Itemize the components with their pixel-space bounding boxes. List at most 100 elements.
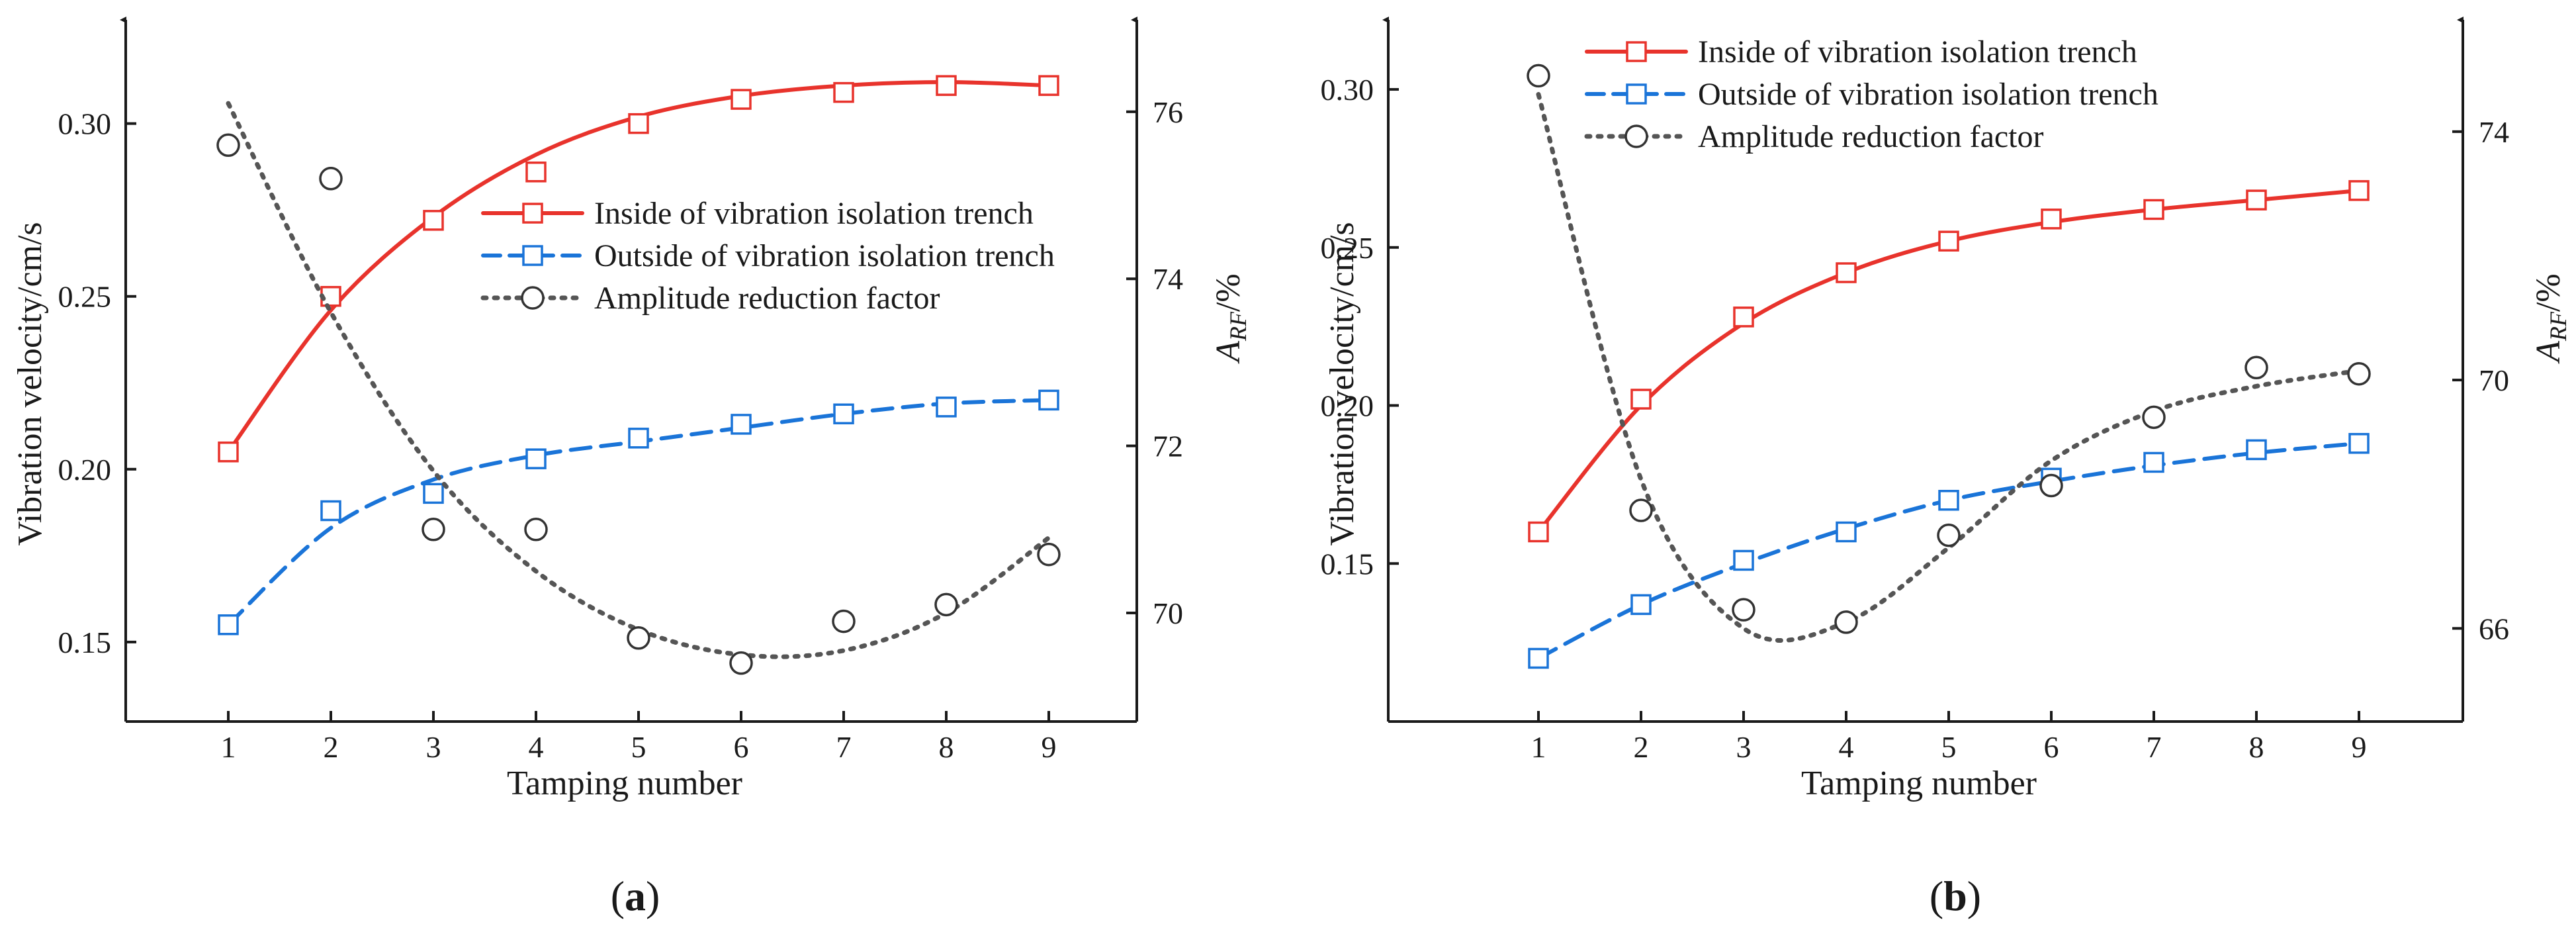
chart-panel-b: 1 2 3 4 5 6 7 8 9 0.15 0.20 0.25 0.30 66 70 74 Tamping n… [1321, 17, 2571, 919]
series-line-3 [1536, 92, 2362, 643]
x-tick-label: 3 [426, 730, 441, 764]
panel-label-letter: b [1943, 872, 1967, 919]
y2-axis-title-suffix: /% [1210, 273, 1247, 312]
y-tick-label: 0.20 [58, 453, 112, 487]
series-line-1 [1536, 188, 2361, 534]
data-point [1733, 306, 1754, 328]
data-point [1937, 523, 1961, 547]
legend-label-3: Amplitude reduction factor [594, 281, 940, 316]
x-tick-label: 4 [1839, 730, 1854, 764]
data-point [525, 162, 547, 183]
legend-label-2: Outside of vibration isolation trench [594, 238, 1055, 273]
data-point [2143, 199, 2164, 220]
x-tick-label: 5 [631, 730, 646, 764]
y2-tick-label: 70 [1153, 596, 1183, 630]
y2-axis-title-sub: RF [2545, 311, 2571, 342]
y-tick-label: 0.20 [1321, 389, 1374, 423]
data-point [2142, 405, 2166, 430]
data-point [1834, 610, 1858, 634]
data-point [423, 210, 444, 231]
x-tick-label: 2 [324, 730, 339, 764]
data-point [1732, 598, 1755, 622]
data-point [1938, 230, 1959, 252]
x-tick-label: 6 [734, 730, 749, 764]
data-point [1038, 389, 1059, 411]
data-point [2246, 439, 2267, 461]
x-tick-label: 2 [1634, 730, 1649, 764]
x-tick-label: 6 [2044, 730, 2059, 764]
y2-axis-title: ARF/% [1210, 273, 1251, 364]
y2-tick-label: 74 [1153, 262, 1183, 296]
data-point [936, 75, 957, 96]
data-point [1630, 594, 1652, 616]
y2-axis-title-sub: RF [1225, 311, 1251, 342]
data-point [833, 81, 854, 103]
data-point [216, 133, 240, 158]
panel-label-close: ) [646, 872, 660, 919]
data-point [2244, 355, 2268, 380]
legend-marker-3 [521, 286, 545, 310]
series-line-2 [1536, 441, 2361, 661]
x-tick-label: 1 [1531, 730, 1546, 764]
data-point [731, 89, 752, 110]
y-tick-label: 0.25 [1321, 231, 1374, 265]
legend-marker-1 [522, 203, 543, 224]
data-point [1528, 647, 1549, 669]
y2-axis-title-main: A [2530, 341, 2567, 364]
data-point [731, 414, 752, 435]
x-axis-title: Tamping number [507, 765, 742, 802]
y2-tick-label: 70 [2479, 363, 2509, 397]
x-tick-label: 3 [1736, 730, 1752, 764]
data-point [423, 483, 444, 504]
data-point [1733, 549, 1754, 571]
data-point [1037, 542, 1061, 567]
data-point [422, 518, 445, 541]
y2-axis-title: ARF/% [2530, 273, 2571, 364]
data-point [628, 113, 649, 134]
x-tick-label: 9 [2352, 730, 2367, 764]
data-point [2041, 209, 2062, 230]
data-point [934, 592, 958, 617]
data-point [2347, 361, 2371, 386]
panel-label-open: ( [1930, 872, 1943, 919]
data-point [833, 403, 854, 425]
y2-tick-label: 72 [1153, 430, 1183, 463]
legend-label-1: Inside of vibration isolation trench [1698, 34, 2137, 70]
y2-tick-label: 74 [2479, 115, 2509, 149]
y-tick-label: 0.25 [58, 280, 112, 314]
panel-label-close: ) [1967, 872, 1981, 919]
legend-label-2: Outside of vibration isolation trench [1698, 77, 2158, 112]
panel-label-open: ( [611, 872, 625, 919]
data-point [319, 167, 343, 191]
x-tick-label: 7 [2147, 730, 2162, 764]
y2-axis-title-suffix: /% [2530, 273, 2567, 312]
data-point [1038, 75, 1059, 96]
data-point [628, 428, 649, 449]
data-point [1938, 490, 1959, 511]
y-tick-label: 0.15 [58, 626, 112, 659]
y2-tick-label: 66 [2479, 612, 2509, 645]
data-point [2348, 433, 2370, 454]
data-point [936, 397, 957, 418]
data-point [1527, 64, 1550, 88]
legend-marker-3 [1624, 124, 1648, 148]
data-point [320, 500, 341, 522]
x-tick-label: 8 [2249, 730, 2264, 764]
data-point [218, 614, 239, 635]
legend-label-3: Amplitude reduction factor [1698, 119, 2044, 154]
data-point [1528, 521, 1549, 543]
data-point [524, 518, 548, 541]
x-axis-title: Tamping number [1801, 765, 2037, 802]
data-point [2246, 189, 2267, 211]
panel-label: (a) [611, 872, 660, 919]
data-point [2348, 180, 2370, 201]
x-tick-label: 7 [836, 730, 852, 764]
x-tick-label: 4 [529, 730, 544, 764]
data-point [627, 626, 650, 650]
data-point [1836, 262, 1857, 283]
data-point [832, 609, 856, 633]
y-tick-label: 0.30 [58, 107, 112, 141]
data-point [1630, 389, 1652, 410]
series-line-3 [226, 101, 1051, 659]
y-tick-label: 0.15 [1321, 547, 1374, 581]
